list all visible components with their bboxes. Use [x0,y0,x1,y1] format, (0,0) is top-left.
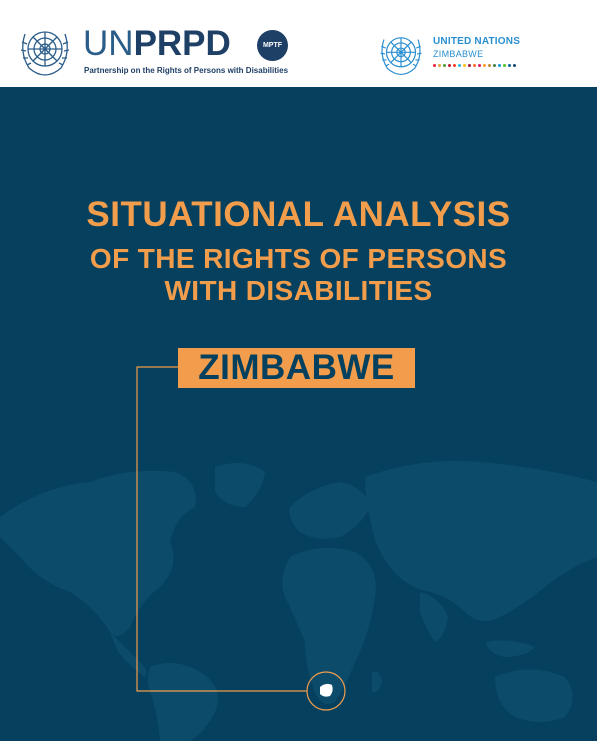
title-line-1: SITUATIONAL ANALYSIS [86,195,511,234]
cover: SITUATIONAL ANALYSIS OF THE RIGHTS OF PE… [0,87,597,741]
sdg-dot [438,64,441,67]
unprpd-tagline: Partnership on the Rights of Persons wit… [84,66,289,75]
prpd-text: PRPD [133,24,231,63]
title-line-2: OF THE RIGHTS OF PERSONS [89,243,508,274]
map-asia [365,461,597,621]
country-label: ZIMBABWE [178,348,415,388]
map-greenland [215,463,265,507]
un-text: UN [83,24,134,63]
title-line-3: WITH DISABILITIES [164,275,433,306]
unprpd-logo: UNPRPD MPTF Partnership on the Rights of… [15,24,305,80]
unprpd-wordmark: UNPRPD [83,26,231,62]
map-indonesia [485,640,535,657]
sdg-dot [503,64,506,67]
sdg-dot [508,64,511,67]
map-north-america [0,470,196,636]
sdg-dot [463,64,466,67]
sdg-dot [483,64,486,67]
map-madagascar [372,671,382,693]
sdg-dot [443,64,446,67]
sdg-dot [453,64,456,67]
mptf-badge: MPTF [257,30,288,61]
map-europe [289,482,370,539]
sdg-dot [468,64,471,67]
world-map-illustration [0,461,597,741]
map-central-america [110,632,147,677]
sdg-dot [478,64,481,67]
sdg-dot [458,64,461,67]
un-country: ZIMBABWE [433,49,484,59]
sdg-dot [513,64,516,67]
sdg-dot [488,64,491,67]
map-australia [495,669,573,722]
un-emblem-icon [380,37,422,76]
map-south-america [147,663,218,741]
un-zimbabwe-logo: UNITED NATIONS ZIMBABWE [375,31,535,77]
map-africa [282,548,376,705]
un-emblem-icon [20,31,70,76]
map-india [420,592,448,642]
sdg-dot [473,64,476,67]
sdg-dot [433,64,436,67]
sdg-dot [448,64,451,67]
sdg-dot [498,64,501,67]
sdg-color-dots [433,64,516,67]
header: UNPRPD MPTF Partnership on the Rights of… [0,0,597,87]
un-name: UNITED NATIONS [433,36,521,47]
sdg-dot [493,64,496,67]
